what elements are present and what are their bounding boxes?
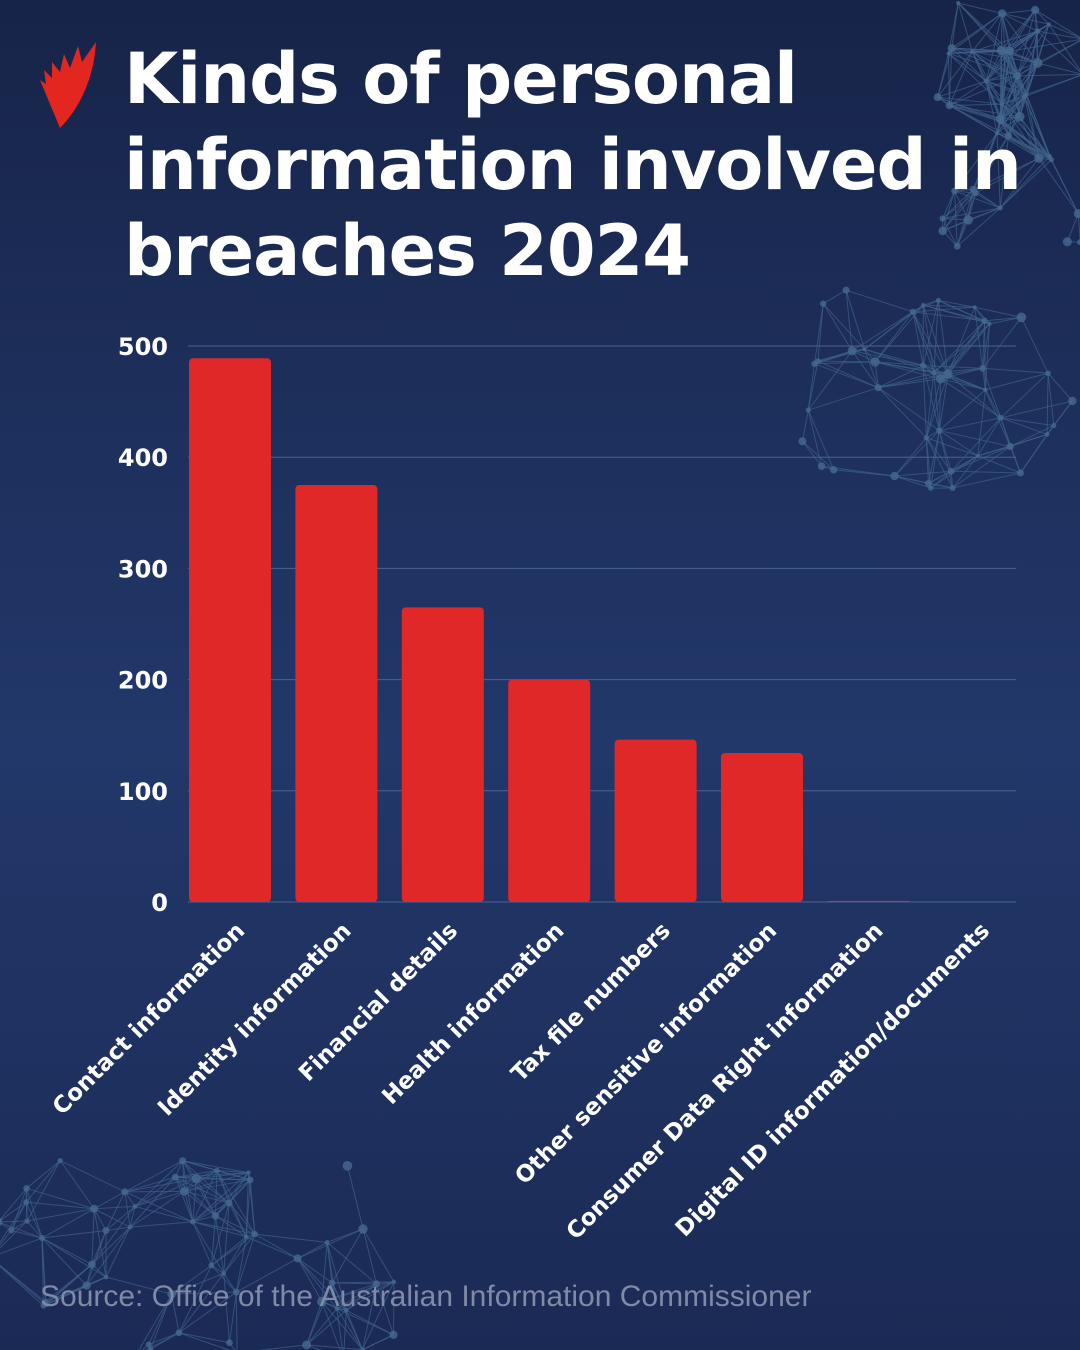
sbs-logo-icon: [40, 42, 96, 128]
y-tick-label: 0: [151, 889, 168, 917]
y-tick-label: 200: [118, 667, 168, 695]
y-tick-label: 300: [118, 555, 168, 583]
bar: [721, 752, 803, 902]
x-tick-label: Contact information: [48, 918, 250, 1120]
x-tick-label: Health information: [377, 918, 569, 1110]
bar: [614, 739, 697, 902]
y-tick-label: 400: [118, 444, 168, 472]
bar: [401, 607, 484, 902]
y-tick-label: 100: [118, 778, 168, 806]
bar: [189, 358, 271, 902]
source-note: Source: Office of the Australian Informa…: [40, 1280, 812, 1313]
bar: [295, 485, 378, 902]
x-tick-label: Identity information: [153, 918, 357, 1122]
chart-title: Kinds of personal information involved i…: [124, 38, 1022, 292]
bar: [508, 679, 591, 902]
y-tick-label: 500: [118, 333, 168, 361]
bar: [827, 900, 910, 902]
